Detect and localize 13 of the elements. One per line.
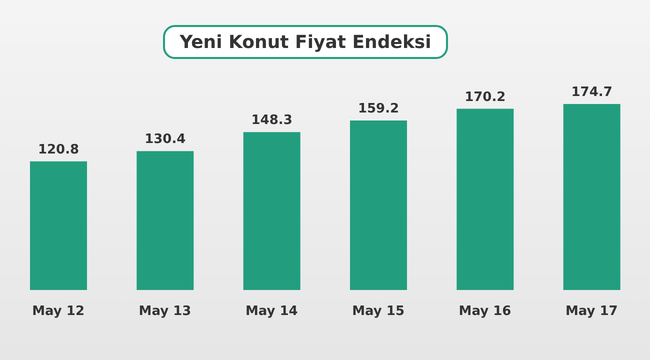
- x-tick-label: May 15: [352, 304, 405, 320]
- x-tick-label: May 13: [138, 304, 192, 320]
- x-tick-label: May 14: [245, 304, 298, 320]
- x-tick-label: May 17: [565, 304, 618, 320]
- data-label: 174.7: [571, 85, 612, 100]
- x-tick-label: May 12: [32, 304, 85, 320]
- data-label: 130.4: [144, 132, 186, 148]
- x-tick-label: May 16: [458, 304, 512, 320]
- data-label: 120.8: [38, 142, 80, 158]
- data-label: 148.3: [251, 113, 292, 128]
- data-label: 170.2: [464, 90, 506, 105]
- data-label: 159.2: [358, 102, 400, 117]
- chart-title: Yeni Konut Fiyat Endeksi: [163, 25, 448, 59]
